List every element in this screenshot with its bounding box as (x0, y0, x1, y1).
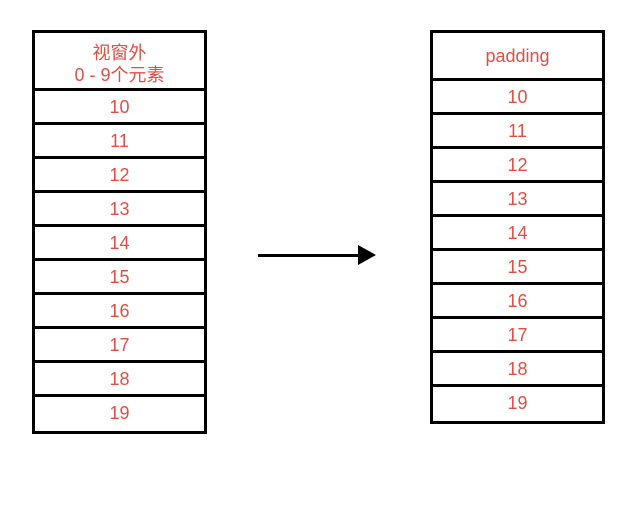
right-list: padding 10 11 12 13 14 15 16 17 18 19 (430, 30, 605, 424)
left-list-item: 10 (35, 91, 204, 125)
left-header-line1: 视窗外 (35, 43, 204, 65)
left-header-line2: 0 - 9个元素 (35, 65, 204, 87)
left-list-item: 15 (35, 261, 204, 295)
right-list-item: 19 (433, 387, 602, 421)
arrow-line (258, 254, 362, 257)
left-list-item: 14 (35, 227, 204, 261)
right-list-item: 13 (433, 183, 602, 217)
left-list-item: 11 (35, 125, 204, 159)
left-list-item: 12 (35, 159, 204, 193)
right-list-item: 11 (433, 115, 602, 149)
right-list-item: 17 (433, 319, 602, 353)
left-list-item: 13 (35, 193, 204, 227)
right-list-item: 15 (433, 251, 602, 285)
arrow-right-icon (358, 245, 376, 265)
right-list-header: padding (433, 33, 602, 81)
left-list-item: 18 (35, 363, 204, 397)
arrow (258, 245, 378, 247)
left-list-item: 17 (35, 329, 204, 363)
right-list-item: 12 (433, 149, 602, 183)
left-list-item: 19 (35, 397, 204, 431)
left-list-header: 视窗外 0 - 9个元素 (35, 33, 204, 91)
diagram-canvas: 视窗外 0 - 9个元素 10 11 12 13 14 15 16 17 18 … (0, 0, 640, 511)
left-list-item: 16 (35, 295, 204, 329)
left-list: 视窗外 0 - 9个元素 10 11 12 13 14 15 16 17 18 … (32, 30, 207, 434)
right-list-item: 16 (433, 285, 602, 319)
right-list-item: 10 (433, 81, 602, 115)
right-list-item: 14 (433, 217, 602, 251)
right-list-item: 18 (433, 353, 602, 387)
